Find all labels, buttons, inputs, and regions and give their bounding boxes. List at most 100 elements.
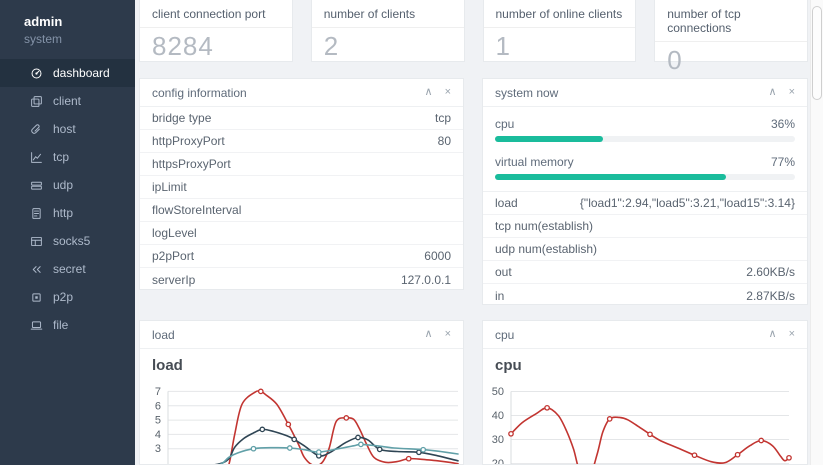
panel-header: config information ∧ × [140,79,463,107]
cpu-gauge: cpu 36% [495,116,795,142]
row-label: udp num(establish) [495,242,598,256]
table-row: bridge type tcp [140,107,463,130]
svg-text:5: 5 [155,415,161,427]
svg-text:20: 20 [492,458,504,465]
sidebar-item-host[interactable]: host [0,115,135,143]
sidebar-item-label: socks5 [53,234,91,248]
row-label: ipLimit [152,180,187,194]
row-value: 2.87KB/s [746,288,795,303]
sidebar-item-label: dashboard [53,66,110,80]
table-row: httpsProxyPort [140,153,463,176]
user-block: admin system [0,0,135,46]
panel-header: cpu ∧ × [483,321,807,349]
panel-title: system now [495,85,559,100]
http-icon [30,207,43,220]
sidebar-item-client[interactable]: client [0,87,135,115]
stat-card-label: number of online clients [483,0,636,28]
table-row: udp num(establish) [483,238,807,261]
sidebar-item-p2p[interactable]: p2p [0,283,135,311]
load-line-chart: 3 4 5 6 7 [155,386,459,464]
collapse-icon[interactable]: ∧ [768,328,777,340]
stat-card-client-connection-port: client connection port 8284 [139,0,293,62]
sidebar-item-label: tcp [53,150,70,164]
sidebar-item-http[interactable]: http [0,199,135,227]
stat-card-label: number of tcp connections [655,0,807,42]
socks5-icon [30,235,43,248]
table-row: p2pPort 6000 [140,245,463,268]
collapse-icon[interactable]: ∧ [768,86,777,98]
sidebar-item-socks5[interactable]: socks5 [0,227,135,255]
close-icon[interactable]: × [788,328,795,340]
stat-card-value: 1 [495,31,511,61]
close-icon[interactable]: × [444,86,451,98]
stat-card-value: 2 [323,31,340,61]
dashboard-icon [30,67,43,80]
user-name: admin [24,14,63,29]
sidebar-item-label: secret [53,262,86,276]
p2p-icon [30,291,43,304]
panel-title: config information [152,85,247,100]
row-label: out [495,265,512,279]
table-row: flowStoreInterval [140,199,463,222]
stat-card-number-of-tcp-connections: number of tcp connections 0 [654,0,808,75]
vertical-scrollbar[interactable] [810,0,823,465]
table-row: ipLimit [140,176,463,199]
sidebar-item-udp[interactable]: udp [0,171,135,199]
sidebar-item-label: http [53,206,74,220]
panel-header: system now ∧ × [483,79,807,107]
gauge-label: cpu [495,117,515,131]
collapse-icon[interactable]: ∧ [424,86,433,98]
stat-card-label: number of clients [311,0,464,28]
table-row: out 2.60KB/s [483,261,807,284]
table-row: logLevel [140,222,463,245]
progress-fill [495,136,603,142]
panel-header: load ∧ × [140,321,463,349]
sidebar: admin system dashboard client host [0,0,135,465]
system-gauges: cpu 36% virtual memory 77% [483,107,807,191]
stat-card-value: 0 [667,45,683,75]
gauge-percent: 77% [770,155,795,169]
sidebar-menu: dashboard client host tcp udp [0,59,135,339]
client-icon [30,95,43,108]
row-value: 6000 [424,249,451,263]
scrollbar-thumb[interactable] [812,6,822,100]
sidebar-item-dashboard[interactable]: dashboard [0,59,135,87]
row-value: tcp [434,111,451,125]
progress-fill [495,174,726,180]
svg-text:3: 3 [155,443,161,455]
stat-card-number-of-online-clients: number of online clients 1 [482,0,637,62]
sidebar-item-tcp[interactable]: tcp [0,143,135,171]
host-icon [30,123,43,136]
row-label: httpProxyPort [152,134,225,148]
cpu-line-chart: 20 30 40 50 [492,386,792,465]
svg-text:7: 7 [155,386,161,398]
stat-card-number-of-clients: number of clients 2 [310,0,465,62]
progress-track [495,136,795,142]
system-now-panel: system now ∧ × cpu 36% virtual memory 77… [482,78,808,305]
sidebar-item-label: file [53,318,69,332]
panel-title: load [152,327,175,342]
svg-text:6: 6 [155,400,161,412]
stat-card-value: 8284 [152,31,214,61]
row-value: {"load1":2.94,"load5":3.21,"load15":3.14… [579,196,795,210]
row-label: httpsProxyPort [152,157,231,171]
row-label: flowStoreInterval [152,203,242,217]
svg-text:4: 4 [155,429,161,441]
close-icon[interactable]: × [444,328,451,340]
stat-cards-row: client connection port 8284 number of cl… [139,0,808,75]
sidebar-item-secret[interactable]: secret [0,255,135,283]
row-label: p2pPort [152,249,195,263]
file-icon [30,319,43,332]
svg-text:50: 50 [492,386,504,398]
panel-title: cpu [495,327,515,342]
chart-title: load [152,357,183,374]
main-area: client connection port 8284 number of cl… [135,0,823,465]
row-label: tcp num(establish) [495,219,594,233]
row-label: serverIp [152,272,196,287]
sidebar-item-file[interactable]: file [0,311,135,339]
user-role: system [24,32,63,46]
gauge-percent: 36% [770,117,795,131]
collapse-icon[interactable]: ∧ [424,328,433,340]
table-row: in 2.87KB/s [483,284,807,307]
close-icon[interactable]: × [788,86,795,98]
